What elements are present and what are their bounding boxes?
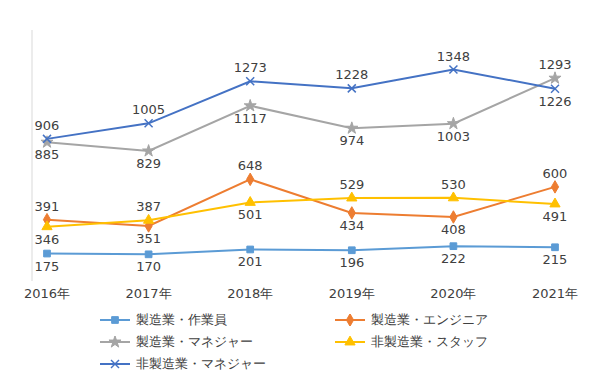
html-text:製造業・エンジニア: 製造業・エンジニア <box>371 312 488 327</box>
svg-text:222: 222 <box>441 251 466 266</box>
svg-text:2018年: 2018年 <box>227 286 273 301</box>
svg-text:530: 530 <box>441 177 466 192</box>
svg-text:906: 906 <box>35 118 60 133</box>
svg-text:346: 346 <box>35 232 60 247</box>
html-text:製造業・作業員: 製造業・作業員 <box>136 312 227 327</box>
svg-text:391: 391 <box>35 199 60 214</box>
svg-text:2019年: 2019年 <box>329 286 375 301</box>
svg-text:648: 648 <box>238 158 263 173</box>
svg-text:1005: 1005 <box>132 102 165 117</box>
svg-text:196: 196 <box>339 255 364 270</box>
svg-text:1273: 1273 <box>234 60 267 75</box>
svg-text:829: 829 <box>136 156 161 171</box>
html-text:非製造業・スタッフ: 非製造業・スタッフ <box>371 334 488 349</box>
svg-text:1003: 1003 <box>437 129 470 144</box>
svg-text:387: 387 <box>136 199 161 214</box>
svg-text:1228: 1228 <box>335 67 368 82</box>
svg-text:351: 351 <box>136 231 161 246</box>
svg-text:175: 175 <box>35 259 60 274</box>
svg-text:408: 408 <box>441 222 466 237</box>
svg-text:529: 529 <box>339 177 364 192</box>
svg-text:1293: 1293 <box>538 57 571 72</box>
svg-text:201: 201 <box>238 254 263 269</box>
svg-text:501: 501 <box>238 207 263 222</box>
svg-text:600: 600 <box>543 166 568 181</box>
html-text:非製造業・マネジャー: 非製造業・マネジャー <box>136 356 266 371</box>
svg-text:2017年: 2017年 <box>126 286 172 301</box>
svg-text:2016年: 2016年 <box>24 286 70 301</box>
svg-text:1226: 1226 <box>538 94 571 109</box>
svg-text:974: 974 <box>339 133 364 148</box>
svg-text:885: 885 <box>35 147 60 162</box>
svg-text:2021年: 2021年 <box>532 286 578 301</box>
svg-text:434: 434 <box>339 218 364 233</box>
svg-text:170: 170 <box>136 259 161 274</box>
svg-text:1348: 1348 <box>437 49 470 64</box>
svg-text:1117: 1117 <box>234 111 267 126</box>
svg-text:491: 491 <box>543 209 568 224</box>
html-text:製造業・マネジャー: 製造業・マネジャー <box>136 334 253 349</box>
svg-text:215: 215 <box>543 252 568 267</box>
svg-text:2020年: 2020年 <box>430 286 476 301</box>
